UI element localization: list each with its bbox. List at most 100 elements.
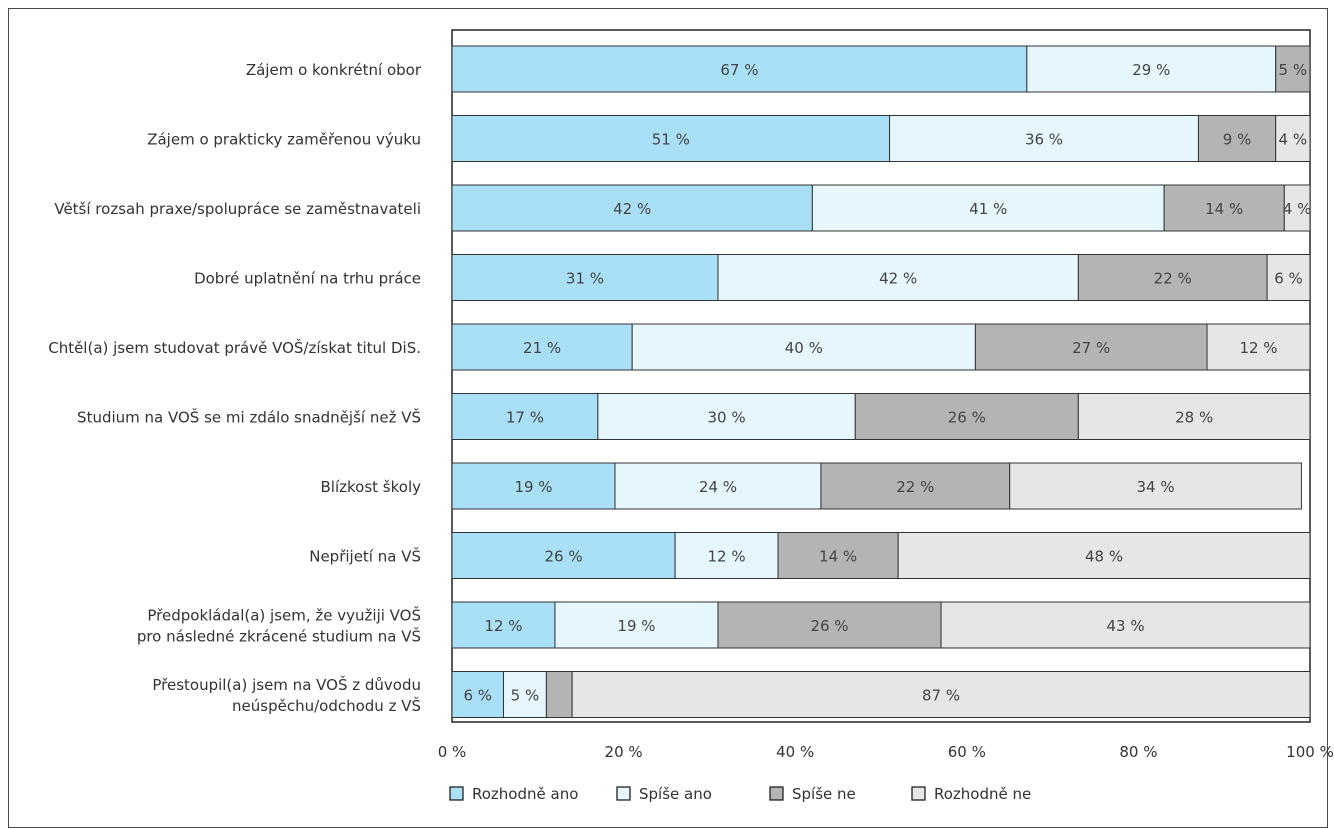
data-label-2-4: 4 %: [1279, 131, 1308, 149]
legend-swatch-4: [911, 786, 926, 801]
data-label-6-2: 30 %: [708, 409, 746, 427]
legend-swatch-3: [769, 786, 784, 801]
category-label-8: Nepřijetí na VŠ: [309, 547, 421, 566]
data-label-1-2: 29 %: [1132, 61, 1170, 79]
x-tick-label-2: 20 %: [605, 743, 643, 761]
data-label-9-4: 43 %: [1106, 617, 1144, 635]
data-label-3-1: 42 %: [613, 200, 651, 218]
data-label-9-1: 12 %: [484, 617, 522, 635]
data-label-10-4: 87 %: [922, 687, 960, 705]
data-label-10-1: 6 %: [463, 687, 492, 705]
bar-segment-2-4: [1275, 115, 1311, 162]
bar-segment-10-3: [545, 671, 573, 718]
plot-area-border: [451, 29, 1311, 723]
bar-segment-1-1: [451, 45, 1028, 93]
legend-label-1: Rozhodně ano: [472, 785, 578, 803]
category-label-9-line2: pro následné zkrácené studium na VŠ: [137, 627, 421, 646]
data-label-7-4: 34 %: [1137, 478, 1175, 496]
x-tick-label-4: 60 %: [948, 743, 986, 761]
legend-label-4: Rozhodně ne: [934, 785, 1031, 803]
legend-label-3: Spíše ne: [792, 785, 856, 803]
x-tick-label-3: 40 %: [776, 743, 814, 761]
category-label-10-line1: Přestoupil(a) jsem na VOŠ z důvodu: [152, 675, 421, 694]
data-label-2-2: 36 %: [1025, 131, 1063, 149]
bar-segment-7-1: [451, 462, 616, 510]
bar-segment-5-4: [1206, 323, 1311, 371]
data-label-5-2: 40 %: [785, 339, 823, 357]
data-label-8-3: 14 %: [819, 548, 857, 566]
bar-segment-5-1: [451, 323, 633, 371]
bar-segment-6-3: [854, 393, 1079, 440]
bar-segment-7-4: [1009, 462, 1302, 510]
bar-segment-3-3: [1163, 184, 1285, 232]
x-tick-label-1: 0 %: [438, 743, 467, 761]
data-label-7-3: 22 %: [896, 478, 934, 496]
data-label-9-3: 26 %: [810, 617, 848, 635]
data-label-2-3: 9 %: [1223, 131, 1252, 149]
bar-segment-8-1: [451, 532, 676, 579]
legend-label-2: Spíše ano: [639, 785, 712, 803]
bar-segment-1-3: [1275, 45, 1311, 93]
category-label-3: Větší rozsah praxe/spolupráce se zaměstn…: [54, 200, 421, 218]
category-label-9-line1: Předpokládal(a) jsem, že využiji VOŠ: [147, 606, 421, 625]
bar-segment-7-3: [820, 462, 1011, 510]
bar-segment-2-1: [451, 115, 891, 162]
bar-segment-8-2: [674, 532, 779, 579]
data-label-2-1: 51 %: [652, 131, 690, 149]
data-label-9-2: 19 %: [617, 617, 655, 635]
bar-segment-8-4: [897, 532, 1311, 579]
category-label-10-line2: neúspěchu/odchodu z VŠ: [232, 696, 421, 715]
bar-segment-9-4: [940, 601, 1311, 649]
category-label-2: Zájem o prakticky zaměřenou výuku: [147, 131, 421, 149]
bar-segment-5-2: [631, 323, 976, 371]
bar-segment-7-2: [614, 462, 822, 510]
category-label-1: Zájem o konkrétní obor: [246, 61, 422, 79]
data-label-4-4: 6 %: [1274, 270, 1303, 288]
data-label-10-2: 5 %: [511, 687, 540, 705]
x-tick-label-5: 80 %: [1119, 743, 1157, 761]
bar-segment-9-3: [717, 601, 942, 649]
data-label-3-4: 4 %: [1283, 200, 1312, 218]
data-label-8-2: 12 %: [708, 548, 746, 566]
data-label-4-1: 31 %: [566, 270, 604, 288]
data-label-5-4: 12 %: [1239, 339, 1277, 357]
data-label-1-1: 67 %: [720, 61, 758, 79]
bar-segment-3-4: [1283, 184, 1311, 232]
category-label-5: Chtěl(a) jsem studovat právě VOŠ/získat …: [48, 338, 421, 357]
bar-segment-4-3: [1077, 254, 1268, 301]
data-label-7-2: 24 %: [699, 478, 737, 496]
bar-segment-4-4: [1266, 254, 1311, 301]
data-label-5-1: 21 %: [523, 339, 561, 357]
data-label-6-4: 28 %: [1175, 409, 1213, 427]
legend-swatch-2: [616, 786, 631, 801]
bar-segment-2-2: [889, 115, 1199, 162]
data-label-4-2: 42 %: [879, 270, 917, 288]
bar-segment-5-3: [974, 323, 1208, 371]
data-label-4-3: 22 %: [1154, 270, 1192, 288]
bar-segment-3-1: [451, 184, 813, 232]
legend-swatch-1: [449, 786, 464, 801]
bar-segment-4-2: [717, 254, 1079, 301]
bar-segment-6-2: [597, 393, 856, 440]
data-label-1-3: 5 %: [1279, 61, 1308, 79]
data-label-7-1: 19 %: [514, 478, 552, 496]
data-label-5-3: 27 %: [1072, 339, 1110, 357]
data-label-8-4: 48 %: [1085, 548, 1123, 566]
bar-segment-6-4: [1077, 393, 1311, 440]
data-label-8-1: 26 %: [544, 548, 582, 566]
data-label-3-2: 41 %: [969, 200, 1007, 218]
bar-segment-3-2: [811, 184, 1165, 232]
category-label-6: Studium na VOŠ se mi zdálo snadnější než…: [77, 408, 421, 427]
data-label-6-3: 26 %: [948, 409, 986, 427]
data-label-6-1: 17 %: [506, 409, 544, 427]
bar-segment-4-1: [451, 254, 719, 301]
bar-segment-8-3: [777, 532, 899, 579]
bar-segment-10-4: [571, 671, 1311, 718]
bar-segment-6-1: [451, 393, 599, 440]
data-label-3-3: 14 %: [1205, 200, 1243, 218]
category-label-4: Dobré uplatnění na trhu práce: [194, 270, 421, 288]
x-tick-label-6: 100 %: [1286, 743, 1334, 761]
category-label-7: Blízkost školy: [321, 478, 422, 496]
bar-segment-2-3: [1197, 115, 1277, 162]
